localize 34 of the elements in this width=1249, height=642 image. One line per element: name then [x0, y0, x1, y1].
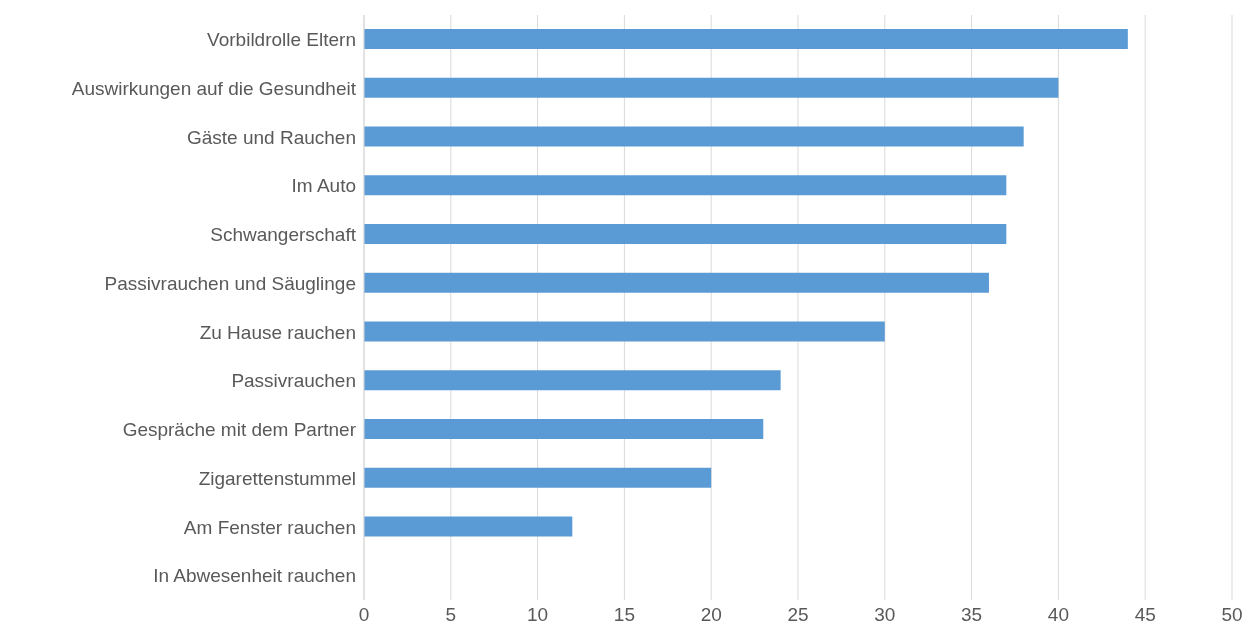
- bar: [364, 29, 1128, 49]
- x-tick-label: 50: [1221, 604, 1243, 626]
- bar: [364, 126, 1024, 147]
- x-tick-label: 10: [527, 604, 549, 626]
- y-tick-label: Vorbildrolle Eltern: [207, 29, 356, 51]
- x-tick-label: 30: [874, 604, 896, 626]
- y-tick-label: Auswirkungen auf die Gesundheit: [71, 77, 357, 99]
- x-tick-label: 5: [445, 604, 457, 626]
- y-tick-label: Im Auto: [291, 175, 356, 197]
- y-tick-label: Am Fenster rauchen: [183, 516, 356, 538]
- y-tick-label: Passivrauchen und Säuglinge: [104, 272, 356, 294]
- bar: [364, 370, 781, 391]
- bar: [364, 272, 989, 293]
- y-tick-label: Schwangerschaft: [210, 224, 357, 246]
- bar: [364, 224, 1007, 244]
- y-tick-label: Zu Hause rauchen: [199, 321, 356, 343]
- x-tick-label: 40: [1047, 604, 1069, 626]
- bar: [364, 516, 573, 537]
- y-tick-label: Gespräche mit dem Partner: [122, 419, 357, 441]
- x-tick-label: 25: [787, 604, 809, 626]
- y-tick-label: Gäste und Rauchen: [186, 126, 356, 148]
- x-tick-label: 15: [613, 604, 635, 626]
- x-tick-label: 20: [700, 604, 722, 626]
- bar: [364, 467, 712, 488]
- bar: [364, 419, 764, 439]
- y-tick-label: Zigarettenstummel: [198, 467, 356, 489]
- y-tick-label: In Abwesenheit rauchen: [153, 565, 356, 587]
- bar: [364, 321, 885, 342]
- y-tick-label: Passivrauchen: [231, 370, 356, 392]
- x-tick-label: 35: [961, 604, 983, 626]
- bar: [364, 77, 1059, 98]
- bar: [364, 175, 1007, 196]
- x-tick-label: 0: [358, 604, 370, 626]
- x-tick-label: 45: [1134, 604, 1156, 626]
